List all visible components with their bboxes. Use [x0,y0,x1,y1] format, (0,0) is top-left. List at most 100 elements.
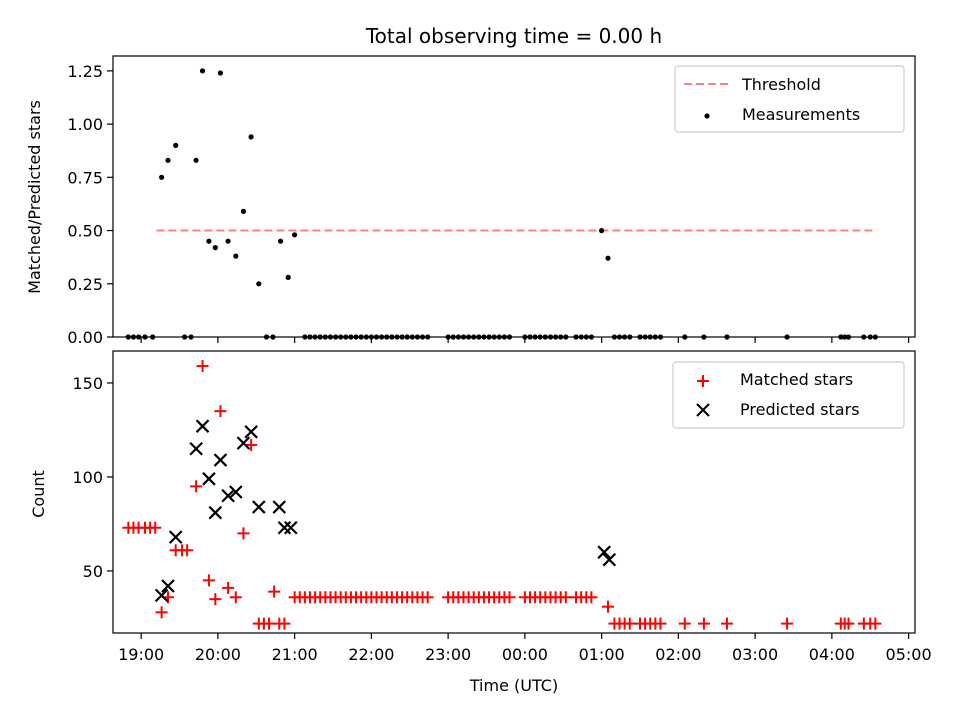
predicted-star-point [602,552,617,567]
y-tick-label: 1.25 [67,62,103,81]
matched-star-point [720,617,733,630]
top-legend: Threshold Measurements [674,65,905,133]
measurement-point [225,238,231,244]
measurement-point [256,281,262,287]
matched-star-point [245,439,258,451]
y-tick-label: 150 [72,374,103,393]
predicted-star-point [208,505,223,520]
predicted-star-point [161,579,175,593]
x-tick-label: 05:00 [886,645,932,664]
matched-star-point [214,405,227,418]
predicted-star-point [154,588,169,603]
bottom-plot-frame [112,350,916,634]
matched-star-point [237,527,250,540]
legend-matched-swatch [697,375,709,387]
predicted-star-point [236,436,251,450]
top-y-axis-label: Matched/Predicted stars [25,100,44,294]
matched-star-point [149,521,162,534]
matched-star-point [421,591,434,604]
measurement-point [159,174,165,180]
y-tick-label: 0.50 [67,222,103,241]
matched-star-point [503,591,516,604]
measurement-point [240,208,247,214]
matched-star-point [229,591,242,604]
legend-threshold-label: Threshold [741,75,821,94]
legend-predicted-swatch [696,403,710,417]
y-tick-label: 0.00 [67,328,103,347]
predicted-star-point [202,472,216,486]
x-tick-label: 23:00 [425,645,471,664]
matched-star-point [623,617,636,630]
predicted-star-point [221,488,235,503]
measurement-point [199,68,206,74]
measurement-point [165,157,171,163]
x-tick-label: 22:00 [348,645,394,664]
matched-star-point [585,591,598,604]
measurement-point [605,255,611,261]
legend-measurements-label: Measurements [742,105,860,124]
matched-star-point [842,617,855,630]
predicted-star-point [229,485,243,499]
bottom-legend-box [672,361,905,429]
x-tick-label: 01:00 [579,645,625,664]
matched-star-point [155,606,168,619]
chart-title: Total observing time = 0.00 h [365,24,662,48]
matched-star-point [869,617,882,630]
matched-star-point [222,581,235,594]
bottom-y-axis-label: Count [29,470,48,518]
measurement-point [217,70,223,76]
top-plot-frame [112,55,916,338]
y-tick-label: 50 [83,562,103,581]
matched-star-point [278,617,291,630]
y-tick-label: 1.00 [67,115,103,134]
predicted-star-point [597,545,611,559]
measurement-point [278,238,284,244]
y-tick-label: 0.75 [67,168,103,187]
x-tick-label: 03:00 [732,645,778,664]
matched-star-point [202,574,215,587]
x-tick-label: 02:00 [655,645,701,664]
predicted-star-point [277,520,292,535]
legend-measurements-swatch [704,113,710,119]
predicted-star-point [195,419,210,433]
matched-star-point [263,617,276,630]
x-tick-label: 04:00 [809,645,855,664]
predicted-star-point [284,520,298,535]
measurement-point [173,142,179,148]
matched-star-point [181,544,194,557]
bottom-legend: Matched stars Predicted stars [672,361,905,429]
y-tick-label: 100 [72,468,103,487]
measurement-point [599,228,605,234]
predicted-star-point [168,530,183,544]
matched-star-point [678,617,691,630]
matched-star-point [697,617,710,630]
predicted-star-point [213,453,228,467]
x-tick-label: 20:00 [195,645,241,664]
x-axis-label: Time (UTC) [469,676,558,695]
matched-star-point [268,585,281,598]
predicted-star-point [189,441,203,456]
matched-star-point [602,600,615,613]
predicted-star-point [272,500,287,514]
top-legend-box [674,65,905,133]
x-tick-label: 21:00 [272,645,318,664]
bottom-panel: 50 100 150 19:00 20:00 21:00 22:00 23:00 00:00 0… [29,350,932,695]
matched-star-point [559,591,572,604]
legend-predicted-label: Predicted stars [740,400,860,419]
x-tick-label: 19:00 [118,645,164,664]
matched-star-point [209,593,222,606]
predicted-star-point [252,500,266,514]
top-panel: 0.00 0.25 0.50 0.75 1.00 1.25 Matched/Predict… [25,55,916,347]
legend-matched-label: Matched stars [740,370,853,389]
matched-star-point [781,617,794,630]
predicted-star-point [244,425,258,439]
measurement-point [285,274,291,280]
x-tick-label: 00:00 [502,645,548,664]
measurement-point [206,238,212,244]
matched-star-point [190,480,203,493]
measurement-point [248,134,254,140]
measurement-point [193,157,199,163]
measurement-point [212,245,218,251]
measurement-point [292,232,298,238]
